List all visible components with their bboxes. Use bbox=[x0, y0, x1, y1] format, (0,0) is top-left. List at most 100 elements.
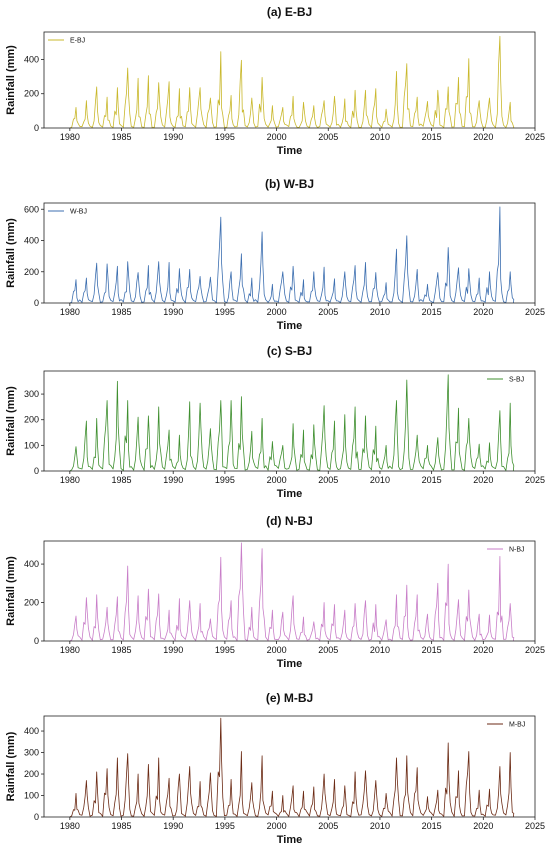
series-line bbox=[69, 374, 515, 472]
x-tick-label: 1980 bbox=[60, 307, 80, 317]
x-tick-label: 2005 bbox=[318, 645, 338, 655]
series-line bbox=[69, 717, 515, 818]
x-axis-label: Time bbox=[277, 834, 302, 846]
x-tick-label: 1990 bbox=[163, 475, 183, 485]
legend-label: W-BJ bbox=[70, 209, 87, 216]
legend: E-BJ bbox=[48, 38, 85, 45]
legend-label: S-BJ bbox=[509, 377, 524, 384]
x-tick-label: 2015 bbox=[422, 132, 442, 142]
series-line bbox=[69, 542, 515, 642]
y-tick-label: 300 bbox=[24, 389, 39, 399]
x-tick-label: 1995 bbox=[215, 307, 235, 317]
x-tick-label: 2020 bbox=[473, 307, 493, 317]
x-tick-label: 2000 bbox=[267, 307, 287, 317]
x-tick-label: 2015 bbox=[422, 645, 442, 655]
y-tick-label: 200 bbox=[24, 769, 39, 779]
x-tick-label: 2025 bbox=[525, 645, 545, 655]
plot-frame bbox=[43, 715, 536, 818]
x-tick-label: 2005 bbox=[318, 307, 338, 317]
x-tick-label: 2020 bbox=[473, 821, 493, 831]
y-tick-label: 600 bbox=[24, 204, 39, 214]
plot-frame bbox=[43, 31, 536, 129]
x-tick-label: 1980 bbox=[60, 821, 80, 831]
y-tick-label: 0 bbox=[34, 466, 39, 476]
y-tick-label: 0 bbox=[34, 298, 39, 308]
x-tick-label: 1995 bbox=[215, 821, 235, 831]
x-tick-label: 2005 bbox=[318, 821, 338, 831]
x-tick-label: 2025 bbox=[525, 475, 545, 485]
y-tick-label: 0 bbox=[34, 812, 39, 822]
panel-title: (a) E-BJ bbox=[267, 5, 312, 19]
x-tick-label: 1990 bbox=[163, 132, 183, 142]
x-tick-label: 2005 bbox=[318, 132, 338, 142]
y-tick-label: 400 bbox=[24, 559, 39, 569]
x-tick-label: 2010 bbox=[370, 821, 390, 831]
y-tick-label: 100 bbox=[24, 791, 39, 801]
x-tick-label: 1985 bbox=[112, 475, 132, 485]
x-tick-label: 2025 bbox=[525, 821, 545, 831]
x-tick-label: 1985 bbox=[112, 132, 132, 142]
x-axis-label: Time bbox=[277, 658, 302, 670]
x-tick-label: 1985 bbox=[112, 307, 132, 317]
x-tick-label: 2020 bbox=[473, 475, 493, 485]
panel-title: (d) N-BJ bbox=[266, 514, 313, 528]
y-tick-label: 200 bbox=[24, 598, 39, 608]
x-tick-label: 2010 bbox=[370, 475, 390, 485]
legend-label: N-BJ bbox=[509, 547, 525, 554]
x-tick-label: 2025 bbox=[525, 307, 545, 317]
panel-title: (c) S-BJ bbox=[267, 344, 312, 358]
y-tick-label: 400 bbox=[24, 726, 39, 736]
x-tick-label: 1995 bbox=[215, 475, 235, 485]
y-tick-label: 100 bbox=[24, 440, 39, 450]
plot-frame bbox=[43, 540, 536, 642]
legend: M-BJ bbox=[487, 722, 525, 729]
x-tick-label: 1995 bbox=[215, 645, 235, 655]
x-tick-label: 2010 bbox=[370, 307, 390, 317]
y-tick-label: 300 bbox=[24, 748, 39, 758]
x-tick-label: 1990 bbox=[163, 821, 183, 831]
y-tick-label: 0 bbox=[34, 636, 39, 646]
plot-frame bbox=[43, 202, 536, 304]
y-axis-label: Rainfall (mm) bbox=[5, 731, 17, 801]
x-tick-label: 2000 bbox=[267, 821, 287, 831]
x-tick-label: 1980 bbox=[60, 645, 80, 655]
y-tick-label: 200 bbox=[24, 89, 39, 99]
y-axis-label: Rainfall (mm) bbox=[5, 556, 17, 626]
y-tick-label: 400 bbox=[24, 236, 39, 246]
y-tick-label: 200 bbox=[24, 267, 39, 277]
y-axis-label: Rainfall (mm) bbox=[5, 45, 17, 115]
x-tick-label: 2000 bbox=[267, 475, 287, 485]
y-axis-label: Rainfall (mm) bbox=[5, 218, 17, 288]
y-tick-label: 400 bbox=[24, 54, 39, 64]
x-tick-label: 2010 bbox=[370, 132, 390, 142]
plot-frame bbox=[43, 370, 536, 472]
series-line bbox=[69, 206, 515, 304]
panel-title: (b) W-BJ bbox=[265, 177, 314, 191]
x-tick-label: 1980 bbox=[60, 475, 80, 485]
y-axis-label: Rainfall (mm) bbox=[5, 386, 17, 456]
y-tick-label: 200 bbox=[24, 415, 39, 425]
x-tick-label: 1995 bbox=[215, 132, 235, 142]
x-tick-label: 2015 bbox=[422, 475, 442, 485]
legend: W-BJ bbox=[48, 209, 87, 216]
x-tick-label: 2015 bbox=[422, 821, 442, 831]
x-tick-label: 1990 bbox=[163, 307, 183, 317]
x-tick-label: 2005 bbox=[318, 475, 338, 485]
x-tick-label: 2000 bbox=[267, 645, 287, 655]
y-tick-label: 0 bbox=[34, 123, 39, 133]
legend-label: M-BJ bbox=[509, 722, 525, 729]
legend: S-BJ bbox=[487, 377, 524, 384]
x-axis-label: Time bbox=[277, 488, 302, 500]
x-tick-label: 1985 bbox=[112, 645, 132, 655]
x-tick-label: 2020 bbox=[473, 132, 493, 142]
x-tick-label: 2025 bbox=[525, 132, 545, 142]
x-tick-label: 1990 bbox=[163, 645, 183, 655]
x-axis-label: Time bbox=[277, 320, 302, 332]
x-tick-label: 1985 bbox=[112, 821, 132, 831]
